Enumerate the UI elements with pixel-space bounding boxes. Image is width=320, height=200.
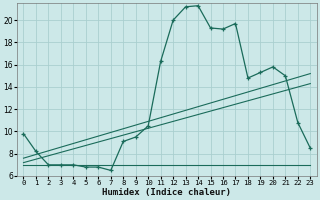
X-axis label: Humidex (Indice chaleur): Humidex (Indice chaleur)	[102, 188, 231, 197]
